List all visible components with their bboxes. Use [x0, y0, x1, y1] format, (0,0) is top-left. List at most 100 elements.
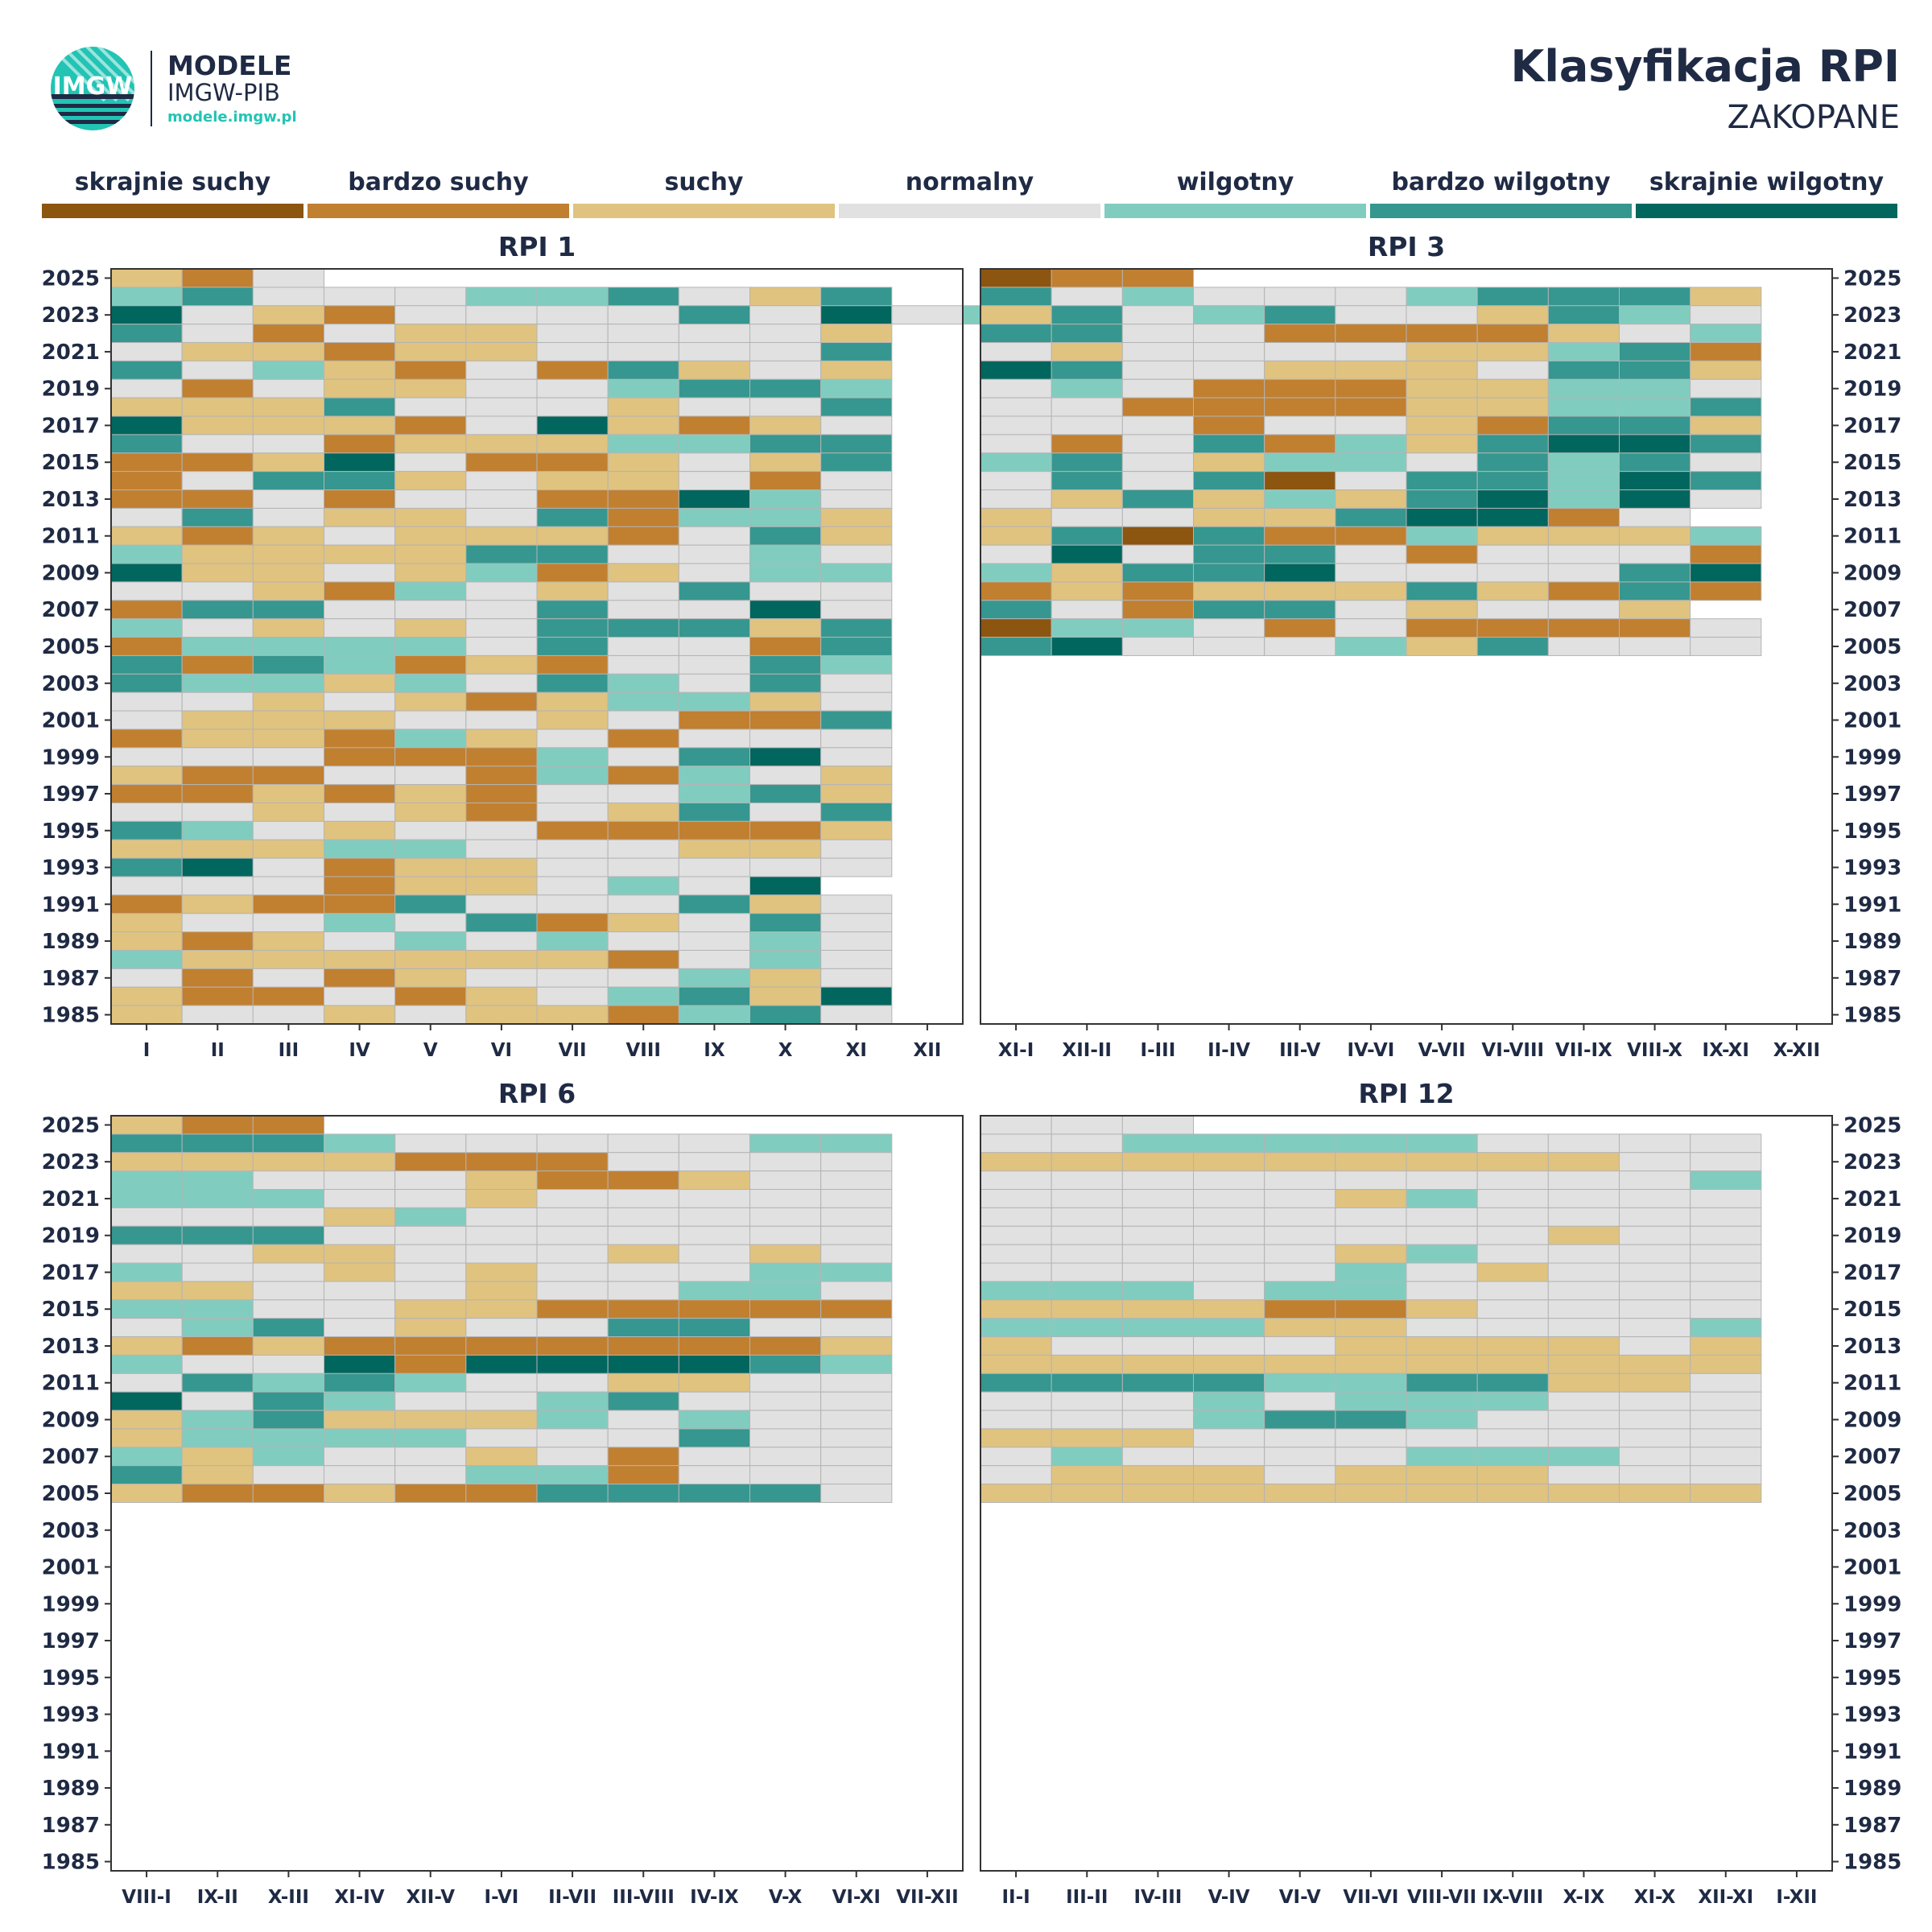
- heatmap-cell: [181, 268, 254, 288]
- heatmap-cell: [678, 507, 751, 527]
- legend-item: wilgotny: [1104, 165, 1366, 221]
- heatmap-cell: [1690, 1262, 1762, 1282]
- heatmap-cell: [607, 729, 679, 749]
- heatmap-cell: [1335, 1262, 1407, 1282]
- heatmap-cell: [465, 913, 538, 933]
- heatmap-cell: [980, 305, 1052, 325]
- heatmap-cell: [749, 986, 822, 1006]
- heatmap-cell: [607, 324, 679, 344]
- heatmap-cell: [1547, 581, 1620, 601]
- heatmap-cell: [607, 1133, 679, 1154]
- heatmap-cell: [465, 820, 538, 840]
- heatmap-cell: [749, 378, 822, 398]
- heatmap-cell: [394, 784, 467, 803]
- heatmap-cell: [110, 1484, 183, 1503]
- heatmap-cell: [1264, 1391, 1336, 1411]
- heatmap-cell: [820, 471, 893, 491]
- heatmap-cell: [252, 287, 324, 307]
- heatmap-cell: [394, 507, 467, 527]
- heatmap-cell: [181, 654, 254, 675]
- heatmap-cell: [1335, 618, 1407, 638]
- heatmap-cell: [110, 931, 183, 951]
- y-tick-label: 2013: [42, 1335, 100, 1359]
- heatmap-cell: [324, 802, 396, 822]
- heatmap-cell: [324, 1318, 396, 1338]
- heatmap-cell: [394, 673, 467, 693]
- heatmap-cell: [1051, 1410, 1123, 1430]
- heatmap-cell: [324, 1281, 396, 1301]
- heatmap-cell: [536, 563, 609, 583]
- heatmap-cell: [394, 729, 467, 749]
- heatmap-cell: [324, 986, 396, 1006]
- heatmap-cell: [980, 324, 1052, 344]
- heatmap-cell: [1264, 581, 1336, 601]
- y-tick-label: 1985: [1843, 1004, 1901, 1028]
- heatmap-cell: [1690, 618, 1762, 638]
- heatmap-cell: [110, 1225, 183, 1245]
- heatmap-cell: [1264, 452, 1336, 473]
- heatmap-cell: [181, 526, 254, 546]
- heatmap-cell: [1476, 1262, 1549, 1282]
- heatmap-cell: [181, 968, 254, 988]
- y-tick-label: 2023: [1843, 303, 1901, 328]
- heatmap-cell: [820, 415, 893, 436]
- heatmap-cell: [1547, 305, 1620, 325]
- heatmap-cell: [1547, 1428, 1620, 1448]
- heatmap-cell: [536, 968, 609, 988]
- heatmap-cell: [1619, 1244, 1691, 1264]
- heatmap-cell: [1547, 1281, 1620, 1301]
- heatmap-cell: [1264, 305, 1336, 325]
- heatmap-cell: [820, 507, 893, 527]
- heatmap-cell: [1619, 1428, 1691, 1448]
- heatmap-cell: [1193, 1244, 1265, 1264]
- heatmap-cell: [536, 691, 609, 712]
- heatmap-cell: [536, 581, 609, 601]
- x-tick-label: XII-II: [1062, 1040, 1112, 1061]
- heatmap-cell: [1476, 1207, 1549, 1227]
- heatmap-cell: [1335, 305, 1407, 325]
- x-tick-label: III-II: [1066, 1887, 1108, 1908]
- heatmap-cell: [607, 1354, 679, 1374]
- heatmap-cell: [110, 1115, 183, 1135]
- heatmap-cell: [1051, 1465, 1123, 1485]
- heatmap-cell: [1406, 452, 1478, 473]
- heatmap-cell: [1690, 1225, 1762, 1245]
- heatmap-cell: [110, 471, 183, 491]
- heatmap-cell: [1121, 1447, 1194, 1467]
- heatmap-cell: [324, 1207, 396, 1227]
- y-tick-label: 2021: [42, 1187, 100, 1212]
- heatmap-cell: [749, 1133, 822, 1154]
- heatmap-cell: [252, 691, 324, 712]
- heatmap-cell: [1264, 1428, 1336, 1448]
- heatmap-cell: [749, 305, 822, 325]
- heatmap-cell: [110, 1428, 183, 1448]
- heatmap-cell: [607, 544, 679, 564]
- x-tick-label: II-IV: [1208, 1040, 1250, 1061]
- heatmap-cell: [749, 913, 822, 933]
- heatmap-cell: [110, 1005, 183, 1025]
- heatmap-cell: [1193, 1410, 1265, 1430]
- heatmap-cell: [1547, 1318, 1620, 1338]
- heatmap-cell: [252, 1410, 324, 1430]
- heatmap-cell: [1193, 563, 1265, 583]
- heatmap-cell: [607, 618, 679, 638]
- heatmap-cell: [1547, 1373, 1620, 1393]
- brand-url[interactable]: modele.imgw.pl: [167, 109, 297, 126]
- heatmap-cell: [1121, 1133, 1194, 1154]
- station-name: ZAKOPANE: [1727, 99, 1900, 136]
- heatmap-cell: [394, 324, 467, 344]
- heatmap-cell: [1121, 268, 1194, 288]
- heatmap-cell: [1121, 1373, 1194, 1393]
- heatmap-cell: [181, 544, 254, 564]
- heatmap-cell: [1264, 1354, 1336, 1374]
- heatmap-cell: [1121, 452, 1194, 473]
- y-tick-label: 1987: [1843, 967, 1901, 991]
- heatmap-cell: [110, 1299, 183, 1319]
- heatmap-cell: [110, 1336, 183, 1356]
- heatmap-cell: [980, 563, 1052, 583]
- heatmap-panel: RPI 1 2025 2023 2021 2019 2017 2015 2013 2011 200…: [42, 231, 1105, 1061]
- heatmap-cell: [1690, 1318, 1762, 1338]
- heatmap-cell: [252, 802, 324, 822]
- heatmap-cell: [678, 820, 751, 840]
- heatmap-cell: [394, 839, 467, 859]
